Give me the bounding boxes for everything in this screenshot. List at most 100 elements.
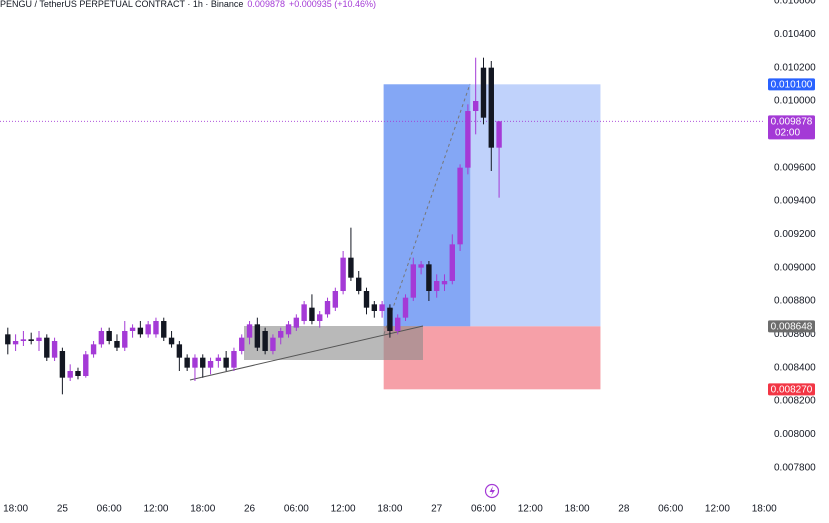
header-price: 0.009878 xyxy=(247,0,285,9)
candle-body xyxy=(262,331,268,351)
candle-body xyxy=(161,321,167,338)
icon-circle[interactable] xyxy=(484,483,500,499)
candle-body xyxy=(293,317,300,328)
candle-body xyxy=(465,111,471,168)
y-tick-label: 0.008400 xyxy=(774,362,816,373)
y-tick-label: 0.008200 xyxy=(774,396,816,407)
candle-body xyxy=(12,341,19,345)
y-tick-label: 0.009600 xyxy=(774,162,816,173)
candle-body xyxy=(387,307,393,331)
replay-icon[interactable] xyxy=(484,483,500,499)
candle-body xyxy=(395,317,401,331)
x-tick-label: 28 xyxy=(618,504,630,515)
y-tick-label: 0.008000 xyxy=(774,429,816,440)
x-tick-label: 12:00 xyxy=(705,504,730,515)
candle-body xyxy=(5,334,11,345)
candle-body xyxy=(348,257,354,278)
candle-body xyxy=(153,321,159,335)
candle-body xyxy=(137,327,144,335)
trend-line xyxy=(189,325,424,381)
candle-body xyxy=(192,357,198,368)
x-tick-label: 18:00 xyxy=(3,504,28,515)
y-tick-label: 0.008600 xyxy=(774,329,816,340)
candle-body xyxy=(317,314,323,321)
candle-body xyxy=(223,357,229,368)
candle-body xyxy=(90,344,97,355)
projection-line xyxy=(383,83,471,335)
candle-body xyxy=(83,354,89,376)
last-price-label: 0.009878 xyxy=(771,116,813,127)
candle-body xyxy=(106,331,112,341)
candle-body xyxy=(231,351,237,368)
stop-tag xyxy=(768,383,815,396)
candle-body xyxy=(449,244,455,281)
candle-body xyxy=(246,324,253,338)
candle-body xyxy=(278,331,284,338)
target-tag xyxy=(768,78,815,91)
y-tick-label: 0.010400 xyxy=(774,29,816,40)
y-tick-label: 0.010600 xyxy=(774,0,816,7)
candle-body xyxy=(122,331,128,348)
x-tick-label: 12:00 xyxy=(143,504,168,515)
candle-body xyxy=(379,304,385,311)
candle-body xyxy=(410,264,417,298)
candle-body xyxy=(239,337,245,351)
x-tick-label: 12:00 xyxy=(518,504,543,515)
candle-body xyxy=(356,277,362,291)
candle-body xyxy=(309,307,315,321)
candle-body xyxy=(285,324,292,335)
candle-body xyxy=(145,324,151,335)
x-tick-label: 27 xyxy=(431,504,443,515)
symbol-text: PENGU / TetherUS PERPETUAL CONTRACT · 1h… xyxy=(0,0,243,9)
candle-body xyxy=(51,341,58,358)
candle-body xyxy=(488,67,494,148)
candle-body xyxy=(98,331,105,345)
series-layer xyxy=(5,57,502,395)
countdown-label: 02:00 xyxy=(775,127,800,138)
candle-body xyxy=(324,301,331,315)
header-change: +0.000935 (+10.46%) xyxy=(289,0,376,9)
y-tick-label: 0.009000 xyxy=(774,262,816,273)
y-tick-label: 0.010200 xyxy=(774,62,816,73)
x-tick-label: 18:00 xyxy=(190,504,215,515)
x-tick-label: 18:00 xyxy=(377,504,402,515)
candle-body xyxy=(457,167,463,245)
y-tick-label: 0.009400 xyxy=(774,196,816,207)
x-tick-label: 18:00 xyxy=(752,504,777,515)
candle-body xyxy=(59,351,66,378)
candle-body xyxy=(332,291,339,308)
axes: 0.007800 0.008000 0.008200 0.008400 0.008600… xyxy=(3,0,816,515)
candle-body xyxy=(200,357,206,368)
y-tick-label: 0.009200 xyxy=(774,229,816,240)
x-tick-label: 12:00 xyxy=(331,504,356,515)
x-tick-label: 26 xyxy=(244,504,256,515)
candle-body xyxy=(67,371,73,378)
candle-body xyxy=(402,297,409,318)
entry-label: 0.008648 xyxy=(771,321,813,332)
x-tick-label: 06:00 xyxy=(97,504,122,515)
candle-body xyxy=(215,357,222,361)
candle-body xyxy=(184,357,190,368)
candle-body xyxy=(472,101,479,111)
header: PENGU / TetherUS PERPETUAL CONTRACT · 1h… xyxy=(0,0,376,9)
candle-body xyxy=(426,264,432,291)
candle-body xyxy=(371,304,378,311)
y-tick-label: 0.008800 xyxy=(774,296,816,307)
candle-body xyxy=(75,371,81,376)
candle-body xyxy=(418,264,424,268)
icon-bolt[interactable] xyxy=(489,486,496,496)
candle-body xyxy=(480,67,487,118)
candle-body xyxy=(28,339,34,341)
x-tick-label: 25 xyxy=(57,504,69,515)
candle-body xyxy=(44,337,50,358)
y-tick-label: 0.010000 xyxy=(774,96,816,107)
symbol: PENGU / TetherUS PERPETUAL CONTRACT · 1h… xyxy=(0,0,376,9)
entry-tag xyxy=(768,320,815,333)
candle-body xyxy=(363,291,370,308)
candle-body xyxy=(20,339,27,341)
candle-body xyxy=(254,324,261,348)
candle-body xyxy=(441,281,448,285)
x-tick-label: 06:00 xyxy=(471,504,496,515)
candle-body xyxy=(496,121,502,148)
candle-body xyxy=(340,257,346,291)
